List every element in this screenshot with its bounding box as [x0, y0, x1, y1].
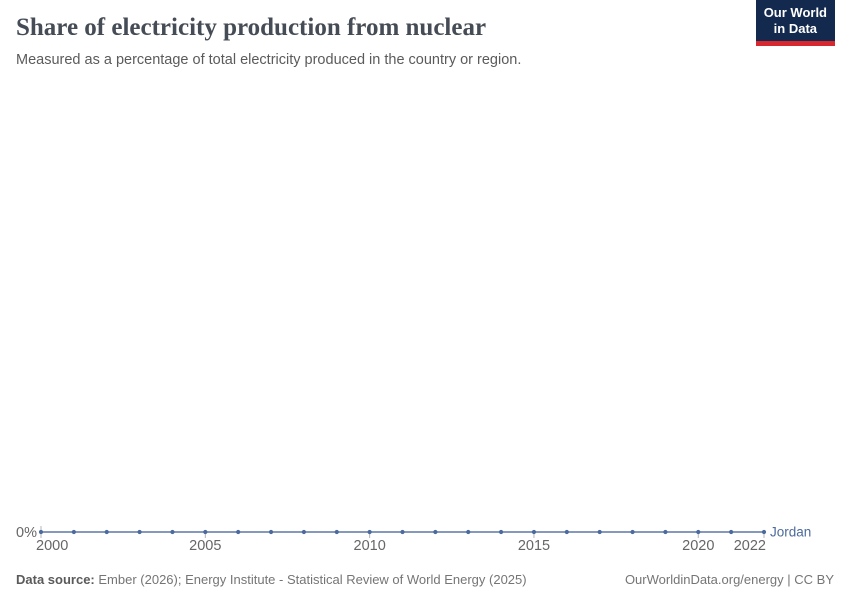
data-point[interactable] — [334, 529, 339, 535]
data-source-label: Data source: — [16, 572, 95, 587]
data-point[interactable] — [367, 529, 372, 535]
footer: Data source: Ember (2026); Energy Instit… — [16, 572, 834, 587]
header: Share of electricity production from nuc… — [16, 14, 834, 69]
data-point[interactable] — [400, 529, 405, 535]
data-point[interactable] — [104, 529, 109, 535]
data-point[interactable] — [696, 529, 701, 535]
data-point[interactable] — [170, 529, 175, 535]
x-tick-label: 2000 — [36, 538, 68, 554]
data-source-text: Ember (2026); Energy Institute - Statist… — [98, 572, 527, 587]
data-point[interactable] — [268, 529, 274, 535]
x-tick-label: 2005 — [189, 538, 221, 554]
footer-link[interactable]: OurWorldinData.org/energy | CC BY — [624, 572, 834, 587]
data-point[interactable] — [466, 529, 471, 535]
data-point[interactable] — [433, 529, 438, 535]
data-point[interactable] — [663, 529, 668, 535]
entity-label[interactable]: Jordan — [770, 525, 811, 540]
line-chart[interactable]: 2000 2005 2010 2015 2020 2022 0% Jordan — [0, 80, 850, 560]
owid-logo[interactable]: Our World in Data — [755, 0, 835, 46]
data-point[interactable] — [597, 529, 602, 535]
data-point[interactable] — [301, 529, 307, 535]
page-title: Share of electricity production from nuc… — [16, 14, 487, 41]
logo-line-2: in Data — [773, 21, 818, 36]
x-tick-label: 2010 — [354, 538, 386, 554]
x-tick-label: 2022 — [734, 538, 766, 554]
data-point[interactable] — [761, 529, 767, 535]
data-point[interactable] — [38, 529, 44, 535]
logo-line-1: Our World — [763, 5, 827, 20]
data-point[interactable] — [498, 529, 504, 535]
chart-area: 2000 2005 2010 2015 2020 2022 0% Jordan — [0, 80, 850, 560]
data-point[interactable] — [137, 529, 142, 535]
data-source: Data source: Ember (2026); Energy Instit… — [16, 572, 527, 587]
data-point[interactable] — [729, 529, 734, 535]
data-point[interactable] — [564, 529, 569, 535]
data-point[interactable] — [531, 529, 537, 535]
data-point[interactable] — [203, 529, 208, 535]
data-point[interactable] — [71, 529, 76, 535]
data-point[interactable] — [236, 529, 241, 535]
x-tick-label: 2015 — [518, 538, 550, 554]
x-tick-label: 2020 — [682, 538, 714, 554]
page-subtitle: Measured as a percentage of total electr… — [16, 51, 522, 68]
data-point[interactable] — [630, 529, 635, 535]
y-tick-label: 0% — [16, 525, 37, 541]
